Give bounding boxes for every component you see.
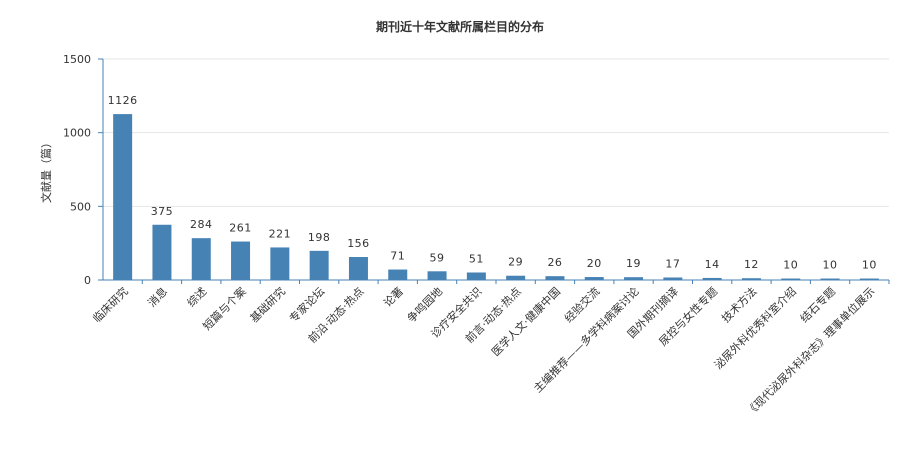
- data-label-13: 19: [626, 257, 641, 270]
- data-label-3: 261: [229, 222, 252, 235]
- bar-2: [191, 238, 211, 280]
- data-label-17: 10: [783, 259, 798, 272]
- y-tick-label-0: 0: [84, 274, 91, 287]
- data-label-19: 10: [862, 259, 877, 272]
- x-tick-label-2: 综述: [184, 284, 209, 309]
- bar-3: [231, 241, 251, 280]
- bar-4: [270, 247, 290, 280]
- data-label-15: 14: [705, 258, 720, 271]
- data-label-0: 1126: [108, 94, 138, 107]
- data-label-18: 10: [823, 259, 838, 272]
- gridlines: [103, 58, 889, 207]
- bar-0: [113, 114, 133, 281]
- bar-8: [427, 271, 447, 280]
- x-tick-label-7: 论著: [380, 284, 405, 309]
- bar-15: [702, 277, 722, 280]
- bar-7: [388, 269, 408, 280]
- bar-12: [584, 277, 604, 280]
- data-label-9: 51: [469, 252, 484, 265]
- data-label-11: 26: [547, 256, 562, 269]
- y-axis: 0 500 1000 1500: [63, 53, 104, 287]
- data-label-12: 20: [587, 257, 602, 270]
- data-label-16: 12: [744, 258, 759, 271]
- bar-14: [663, 277, 683, 280]
- y-tick-label-1: 500: [70, 200, 91, 213]
- data-label-5: 198: [308, 231, 331, 244]
- x-tick-label-3: 短篇与个案: [200, 284, 249, 333]
- x-tick-label-11: 医学人文·健康中国: [488, 284, 563, 359]
- bar-10: [506, 275, 526, 280]
- bar-16: [741, 278, 761, 280]
- data-label-6: 156: [347, 237, 370, 250]
- x-tick-label-0: 临床研究: [90, 284, 131, 325]
- data-label-14: 17: [665, 257, 680, 270]
- x-tick-label-4: 基础研究: [247, 284, 288, 325]
- x-tick-label-8: 争鸣园地: [404, 284, 445, 325]
- bars: [113, 114, 879, 281]
- y-tick-label-2: 1000: [63, 127, 91, 140]
- x-tick-label-16: 技术方法: [719, 284, 760, 325]
- bar-5: [309, 250, 329, 280]
- bar-17: [781, 278, 801, 280]
- bar-18: [820, 278, 840, 280]
- bar-1: [152, 224, 172, 280]
- x-tick-label-18: 结石专题: [797, 284, 838, 325]
- bar-9: [466, 272, 486, 280]
- data-label-2: 284: [190, 218, 213, 231]
- data-label-4: 221: [269, 227, 292, 240]
- data-labels: 1126 375 284 261 221 198 156 71 59 51 29 26 20 19 17 14…: [108, 94, 877, 271]
- data-label-1: 375: [151, 205, 174, 218]
- x-tick-label-5: 专家论坛: [286, 284, 327, 325]
- bar-13: [624, 277, 644, 280]
- x-tick-label-12: 经验交流: [561, 284, 602, 325]
- y-axis-label: 文献量（篇）: [39, 137, 53, 203]
- bar-19: [859, 278, 879, 280]
- chart-title: 期刊近十年文献所属栏目的分布: [376, 19, 544, 34]
- bar-6: [348, 257, 368, 280]
- y-tick-label-3: 1500: [63, 53, 91, 66]
- bar-11: [545, 276, 565, 280]
- data-label-7: 71: [390, 250, 405, 263]
- data-label-8: 59: [430, 251, 445, 264]
- x-tick-label-1: 消息: [145, 284, 170, 309]
- data-label-10: 29: [508, 256, 523, 269]
